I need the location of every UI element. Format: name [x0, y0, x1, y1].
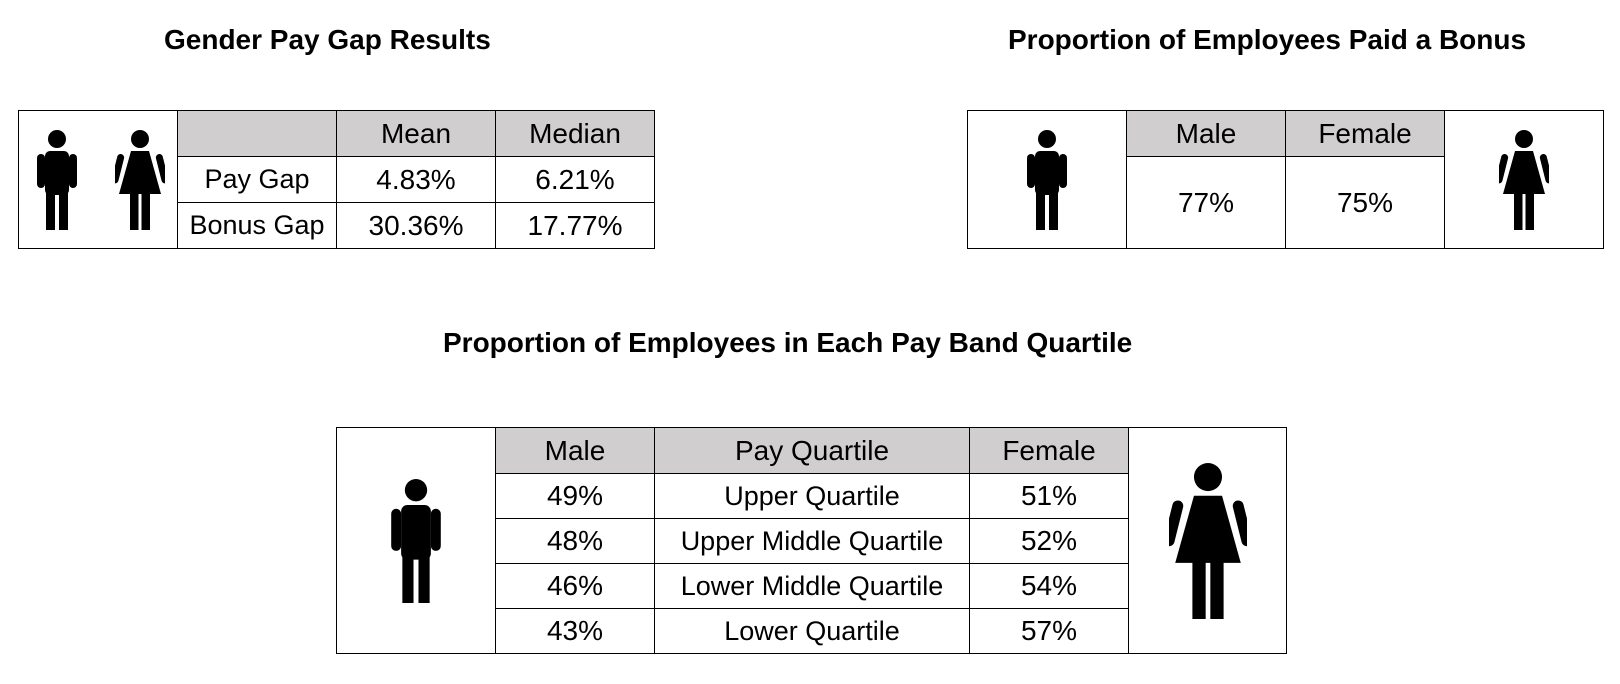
female-person-icon: [115, 129, 165, 231]
bonus-female-icon-cell: [1444, 110, 1604, 249]
gender-icons-cell: [18, 110, 178, 249]
bonus-gap-mean-value: 30.36%: [336, 202, 496, 249]
quartiles-title: Proportion of Employees in Each Pay Band…: [443, 327, 1133, 358]
female-person-icon: [1169, 462, 1247, 620]
quartiles-female-icon-cell: [1128, 427, 1287, 654]
pay-gap-row-label: Pay Gap: [177, 156, 337, 203]
pay-gap-table: Mean Median Pay Gap 4.83% 6.21% Bonus Ga…: [18, 110, 655, 249]
pay-gap-median-value: 6.21%: [495, 156, 655, 203]
bonus-gap-row-label: Bonus Gap: [177, 202, 337, 249]
bonus-header-female: Female: [1285, 110, 1445, 157]
quartile-female-value: 54%: [969, 563, 1129, 609]
quartile-male-value: 49%: [495, 473, 655, 519]
pay-gap-header-mean: Mean: [336, 110, 496, 157]
quartiles-header-female: Female: [969, 427, 1129, 474]
quartile-male-value: 48%: [495, 518, 655, 564]
male-person-icon: [1022, 129, 1072, 231]
pay-gap-header-blank: [177, 110, 337, 157]
quartiles-header-pay-quartile: Pay Quartile: [654, 427, 970, 474]
quartiles-header-male: Male: [495, 427, 655, 474]
male-person-icon: [32, 129, 82, 231]
male-person-icon: [385, 479, 447, 603]
quartile-label: Upper Middle Quartile: [654, 518, 970, 564]
quartiles-male-icon-cell: [336, 427, 496, 654]
quartile-male-value: 43%: [495, 608, 655, 654]
quartile-female-value: 51%: [969, 473, 1129, 519]
pay-gap-title: Gender Pay Gap Results: [164, 24, 491, 55]
bonus-female-value: 75%: [1285, 156, 1445, 249]
pay-gap-mean-value: 4.83%: [336, 156, 496, 203]
bonus-header-male: Male: [1126, 110, 1286, 157]
bonus-male-value: 77%: [1126, 156, 1286, 249]
female-person-icon: [1499, 129, 1549, 231]
quartile-female-value: 52%: [969, 518, 1129, 564]
bonus-title: Proportion of Employees Paid a Bonus: [1008, 24, 1527, 55]
bonus-male-icon-cell: [967, 110, 1127, 249]
quartile-label: Upper Quartile: [654, 473, 970, 519]
pay-gap-header-median: Median: [495, 110, 655, 157]
quartile-female-value: 57%: [969, 608, 1129, 654]
quartile-label: Lower Middle Quartile: [654, 563, 970, 609]
bonus-gap-median-value: 17.77%: [495, 202, 655, 249]
quartile-male-value: 46%: [495, 563, 655, 609]
quartile-label: Lower Quartile: [654, 608, 970, 654]
bonus-table: Male Female 77% 75%: [967, 110, 1604, 249]
quartiles-table: Male Pay Quartile Female 49% Upper Quart…: [336, 427, 1287, 654]
